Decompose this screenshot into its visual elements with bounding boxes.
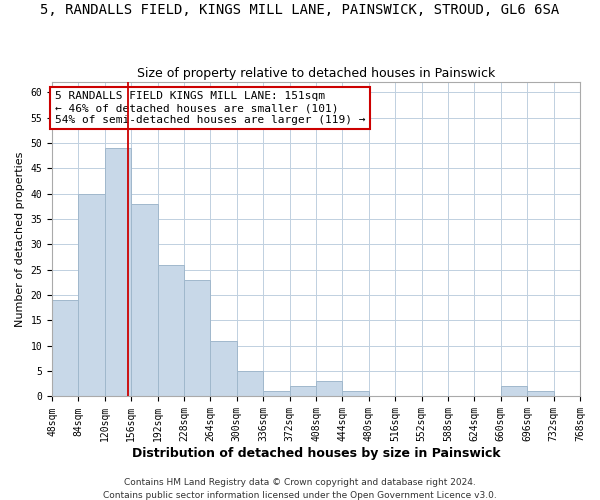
Y-axis label: Number of detached properties: Number of detached properties [15, 152, 25, 327]
Bar [184, 280, 211, 396]
Bar [131, 204, 158, 396]
Bar [501, 386, 527, 396]
Bar [158, 264, 184, 396]
Bar [316, 382, 343, 396]
Title: Size of property relative to detached houses in Painswick: Size of property relative to detached ho… [137, 66, 495, 80]
Bar [105, 148, 131, 396]
Text: 5, RANDALLS FIELD, KINGS MILL LANE, PAINSWICK, STROUD, GL6 6SA: 5, RANDALLS FIELD, KINGS MILL LANE, PAIN… [40, 2, 560, 16]
Bar [527, 392, 554, 396]
Bar [290, 386, 316, 396]
Text: Contains HM Land Registry data © Crown copyright and database right 2024.
Contai: Contains HM Land Registry data © Crown c… [103, 478, 497, 500]
Bar [343, 392, 369, 396]
Bar [79, 194, 105, 396]
Bar [237, 371, 263, 396]
Text: 5 RANDALLS FIELD KINGS MILL LANE: 151sqm
← 46% of detached houses are smaller (1: 5 RANDALLS FIELD KINGS MILL LANE: 151sqm… [55, 92, 365, 124]
X-axis label: Distribution of detached houses by size in Painswick: Distribution of detached houses by size … [132, 447, 500, 460]
Bar [52, 300, 79, 396]
Bar [211, 340, 237, 396]
Bar [263, 392, 290, 396]
